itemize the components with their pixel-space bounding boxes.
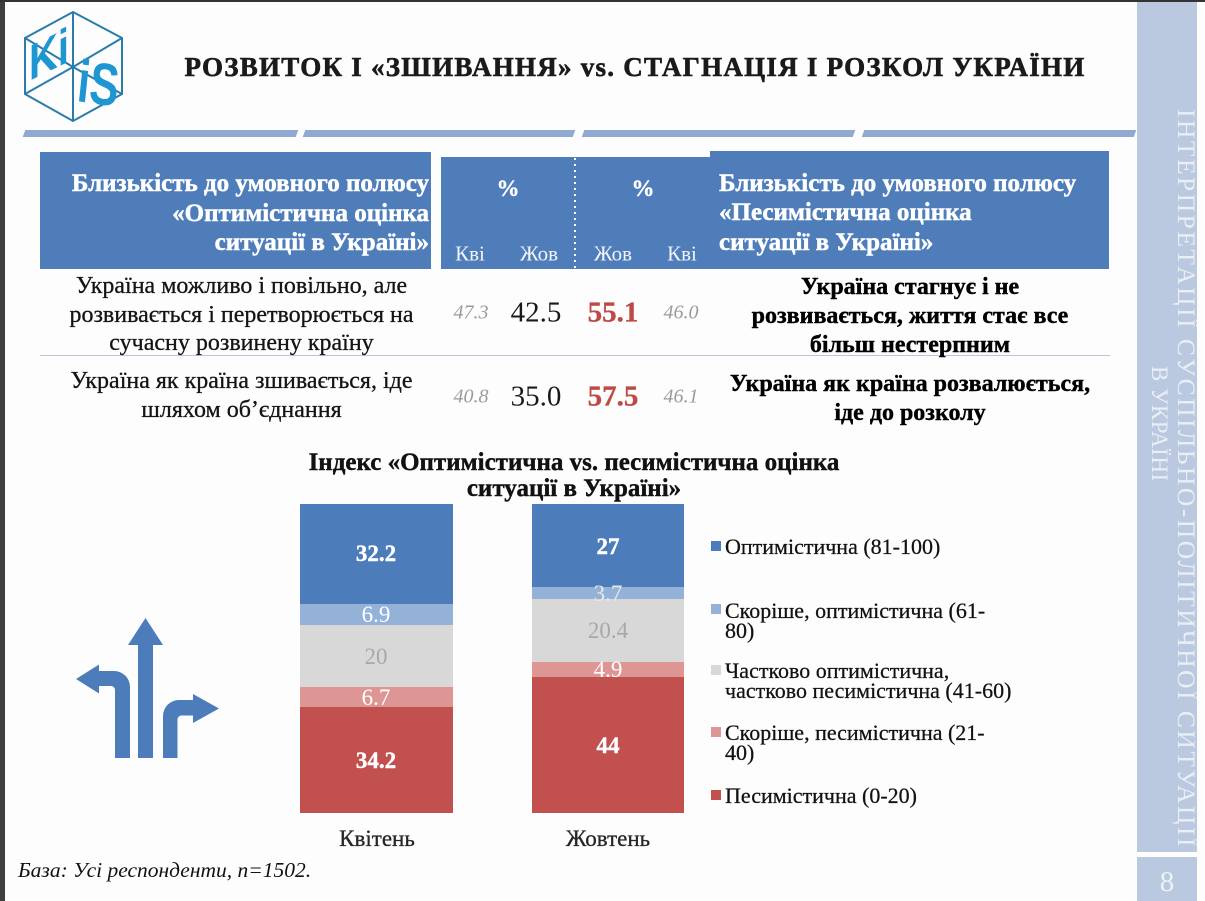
svg-text:Ki: Ki xyxy=(29,17,69,93)
svg-text:iS: iS xyxy=(75,49,123,121)
